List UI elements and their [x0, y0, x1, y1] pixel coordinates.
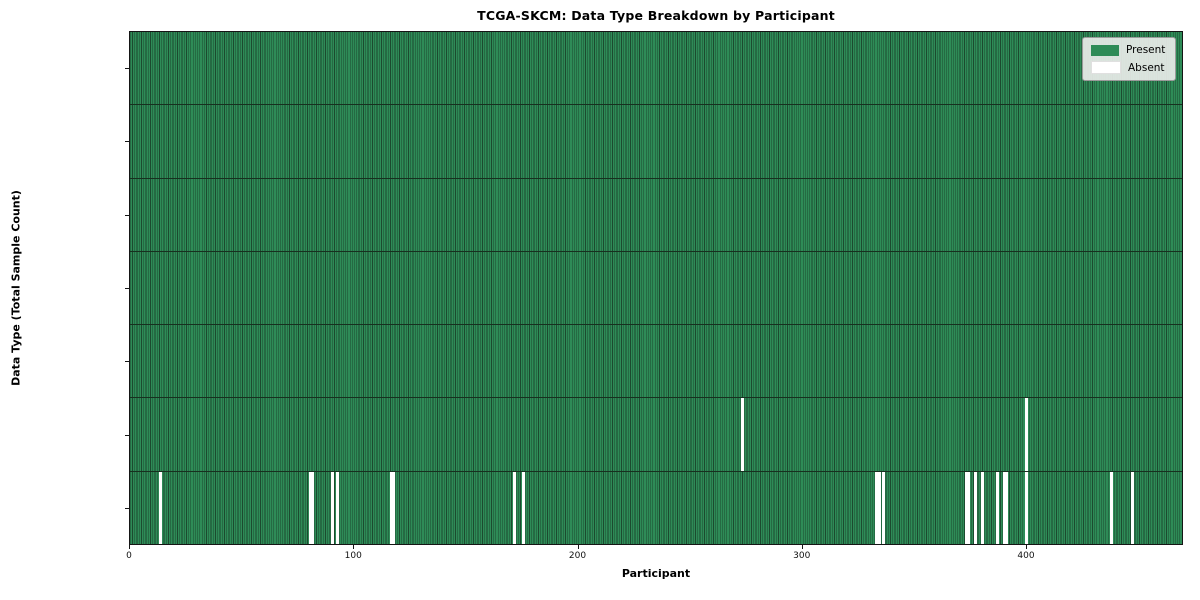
absent-cell	[335, 471, 339, 544]
y-tick-mark	[125, 434, 129, 436]
x-tick-mark	[801, 545, 803, 549]
legend-entry-absent: Absent	[1091, 61, 1167, 74]
absent-cell	[973, 471, 977, 544]
y-tick-mark	[125, 288, 129, 289]
y-tick-mark	[125, 141, 129, 143]
absent-cell	[1025, 471, 1029, 544]
absent-cell	[1110, 471, 1114, 544]
present-swatch-icon	[1091, 44, 1119, 56]
x-tick-label: 0	[126, 551, 132, 561]
absent-cell	[882, 471, 886, 544]
y-tick-mark	[125, 508, 129, 510]
heatmap-row-MAF	[130, 105, 1182, 179]
absent-cell	[309, 471, 313, 544]
legend-entry-present: Present	[1091, 44, 1167, 56]
heatmap-row-Clinical	[130, 178, 1182, 252]
absent-cell	[389, 471, 393, 544]
absent-cell	[1002, 471, 1006, 544]
legend: Present Absent	[1082, 37, 1176, 81]
absent-cell	[967, 471, 971, 544]
x-tick-mark	[353, 545, 355, 549]
absent-cell	[1130, 471, 1134, 544]
legend-label-present: Present	[1126, 44, 1166, 56]
heatmap-row-Methylation	[130, 251, 1182, 326]
y-tick-mark	[125, 361, 129, 363]
y-tick-mark	[125, 67, 129, 69]
heatmap-row-BCR	[130, 32, 1182, 106]
absent-cell	[980, 471, 984, 544]
y-tick-mark	[125, 214, 129, 216]
x-tick-label: 400	[1017, 551, 1035, 561]
absent-cell	[964, 471, 968, 544]
x-axis-label: Participant	[621, 567, 691, 580]
absent-cell	[875, 471, 879, 544]
absent-cell	[159, 471, 163, 544]
absent-cell	[877, 471, 881, 544]
absent-cell	[311, 471, 315, 544]
absent-cell	[1005, 471, 1009, 544]
x-tick-mark	[129, 545, 130, 549]
absent-cell	[521, 471, 525, 544]
plot-area	[129, 31, 1183, 545]
absent-cell	[391, 471, 395, 544]
chart-title: TCGA-SKCM: Data Type Breakdown by Partic…	[477, 8, 835, 23]
absent-cell	[512, 471, 516, 544]
absent-cell	[741, 398, 745, 471]
x-tick-label: 200	[568, 551, 587, 561]
legend-label-absent: Absent	[1128, 61, 1165, 74]
heatmap-row-mRNA	[130, 398, 1182, 472]
x-tick-label: 300	[793, 551, 811, 561]
y-axis-label: Data Type (Total Sample Count)	[9, 190, 23, 386]
absent-cell	[331, 471, 335, 544]
x-tick-label: 100	[344, 551, 362, 561]
absent-cell	[1025, 398, 1029, 471]
x-tick-mark	[577, 545, 579, 549]
absent-cell	[996, 471, 1000, 544]
heatmap-row-CN	[130, 325, 1182, 399]
absent-swatch-icon	[1091, 61, 1121, 74]
x-tick-mark	[1026, 545, 1028, 549]
heatmap-row-miR	[130, 471, 1182, 544]
